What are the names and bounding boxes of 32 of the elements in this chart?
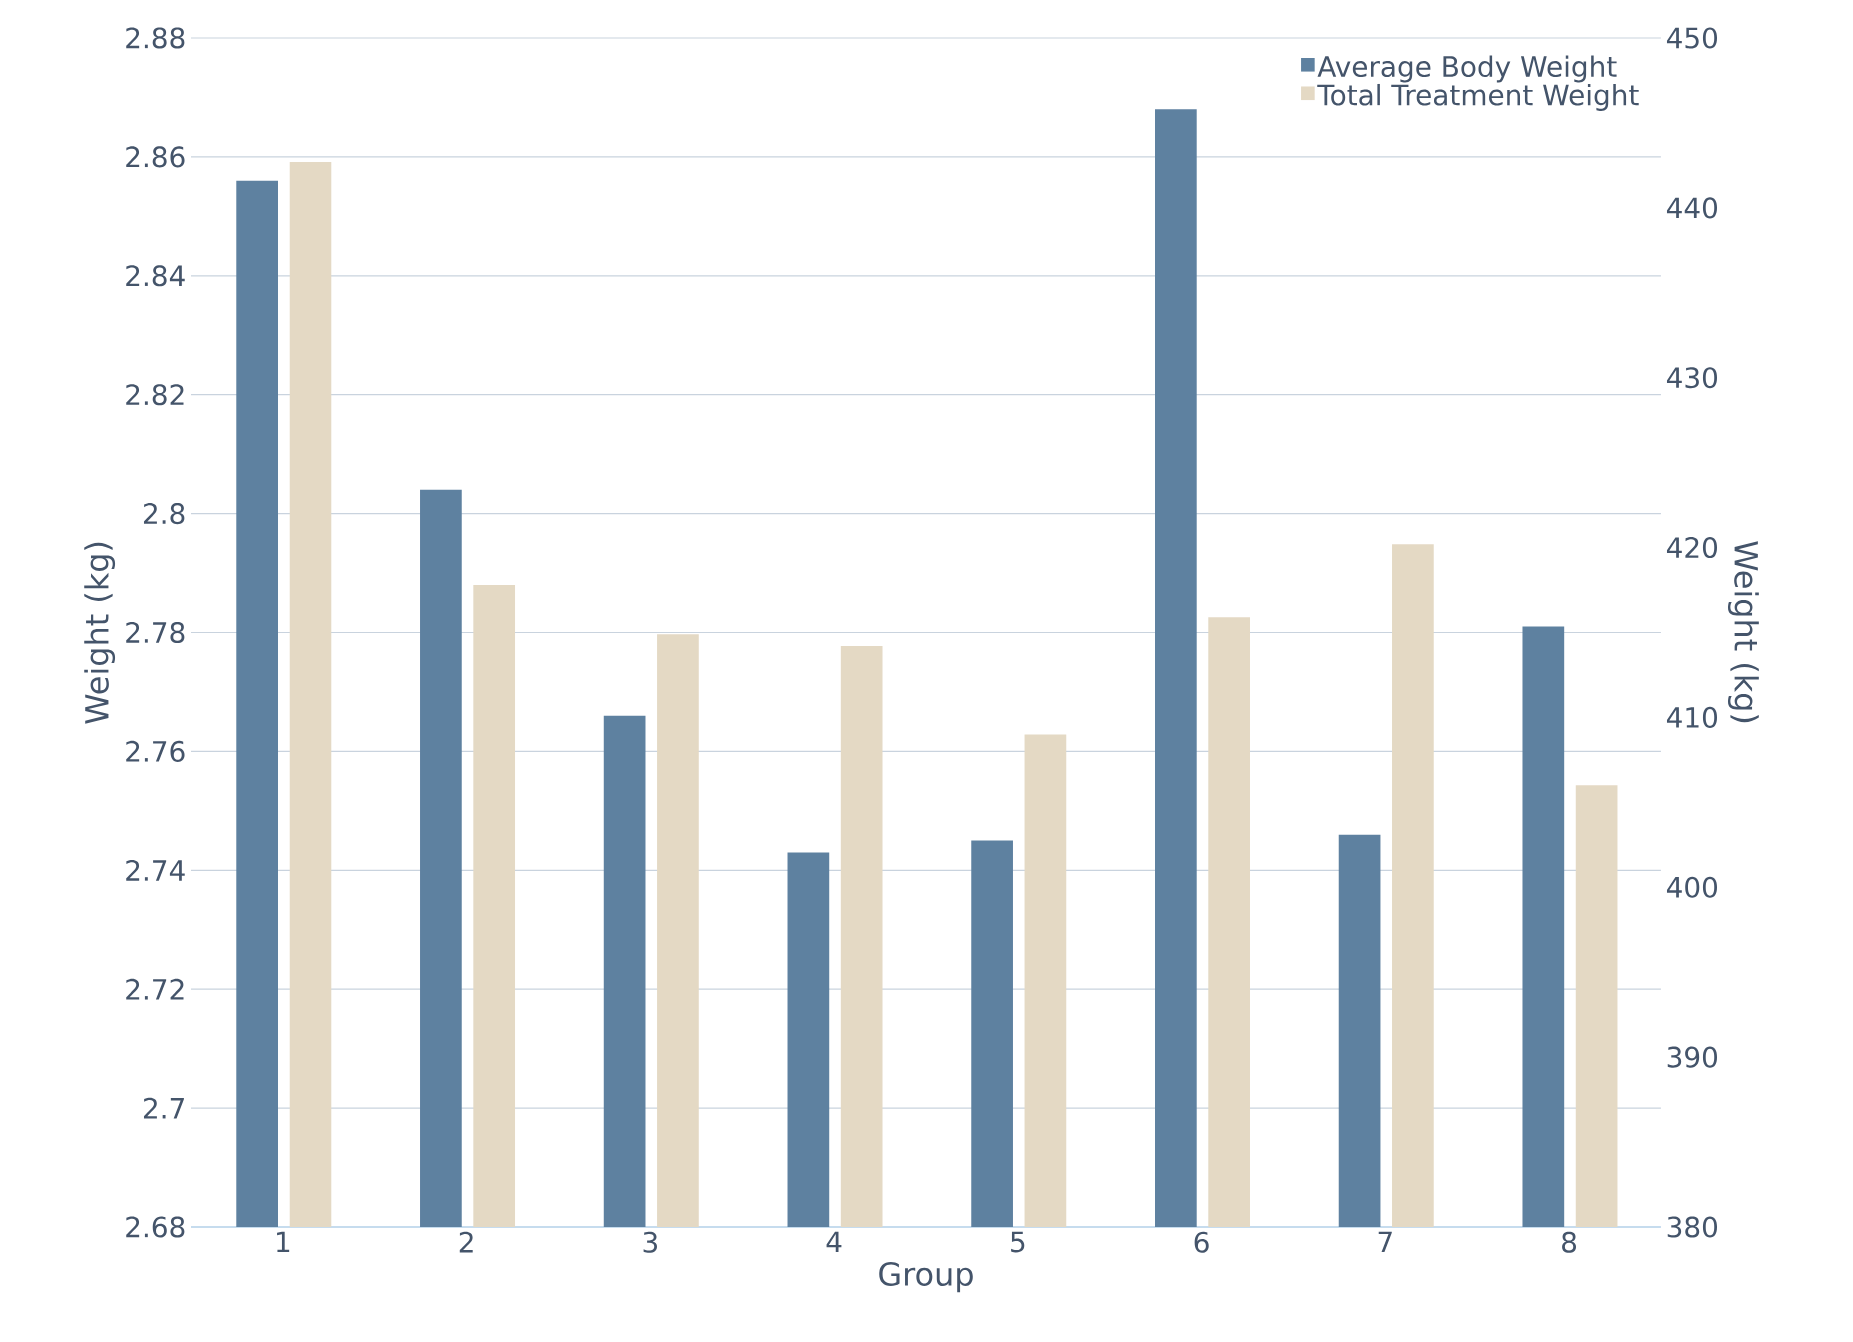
y-tick-label: 2.84 bbox=[126, 265, 185, 287]
x-tick-label: 4 bbox=[826, 1231, 842, 1253]
y-tick-label: 2.72 bbox=[126, 978, 184, 1000]
y-tick-label: 2.74 bbox=[126, 859, 185, 881]
y2-axis-title: Weight (kg) bbox=[1728, 541, 1759, 723]
x-tick-label: 8 bbox=[1562, 1231, 1577, 1253]
x-tick-label: 6 bbox=[1194, 1231, 1209, 1253]
y-tick-label: 2.88 bbox=[126, 27, 185, 49]
x-tick-label: 2 bbox=[459, 1231, 473, 1253]
y-tick-label: 2.7 bbox=[143, 1097, 184, 1119]
y-tick-label: 2.78 bbox=[126, 621, 185, 644]
y-tick-label: 2.82 bbox=[126, 384, 184, 406]
x-tick-label: 1 bbox=[277, 1231, 290, 1253]
x-tick-label: 7 bbox=[1378, 1231, 1392, 1253]
y2-tick-label: 410 bbox=[1666, 706, 1718, 728]
y2-tick-label: 400 bbox=[1666, 876, 1718, 898]
y-tick-label: 2.86 bbox=[126, 146, 185, 168]
x-axis-title: Group bbox=[879, 1261, 973, 1293]
y-tick-label: 2.8 bbox=[143, 503, 185, 525]
y-tick-label: 2.68 bbox=[126, 1216, 185, 1238]
y2-tick-label: 430 bbox=[1666, 367, 1718, 389]
legend-label: Total Treatment Weight bbox=[1317, 83, 1639, 111]
x-tick-label: 5 bbox=[1011, 1231, 1025, 1253]
y-tick-label: 2.76 bbox=[126, 740, 185, 762]
y2-tick-label: 390 bbox=[1667, 1046, 1718, 1068]
legend-label: Average Body Weight bbox=[1317, 55, 1617, 83]
y2-tick-label: 450 bbox=[1666, 27, 1718, 49]
y2-tick-label: 440 bbox=[1666, 197, 1718, 219]
y2-tick-label: 380 bbox=[1667, 1216, 1718, 1238]
y-axis-title: Weight (kg) bbox=[84, 542, 116, 724]
x-tick-label: 3 bbox=[643, 1231, 657, 1253]
y2-tick-label: 420 bbox=[1666, 537, 1718, 559]
